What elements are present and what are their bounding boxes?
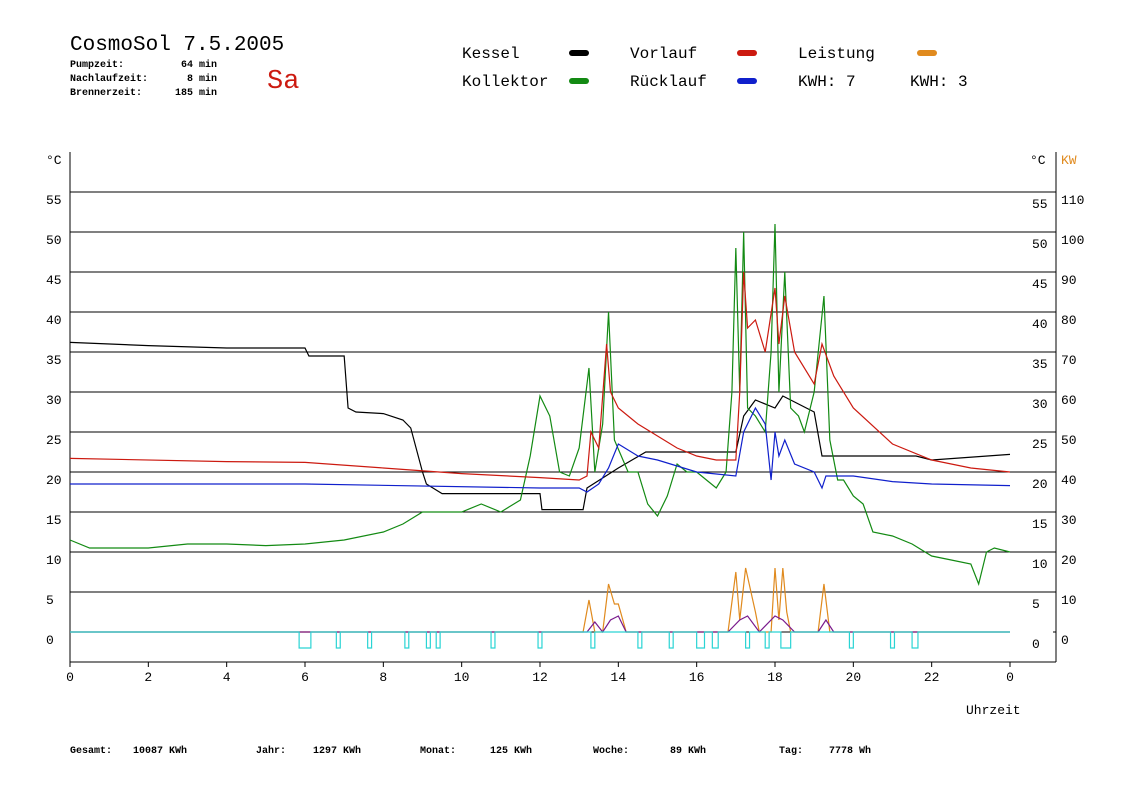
y2-unit-tick-label: 35: [1032, 357, 1048, 372]
footer-value: 10087 KWh: [133, 745, 187, 757]
y2-axis-label: KW: [1061, 153, 1077, 168]
legend-label: Leistung: [798, 45, 875, 63]
footer-value: 7778 Wh: [829, 745, 871, 757]
y-tick-label: 50: [46, 233, 62, 248]
series-line: [69, 223, 1011, 586]
y-axis-label: °C: [46, 153, 62, 168]
y2-unit-tick-label: 5: [1032, 597, 1040, 612]
footer-label: Gesamt:: [70, 746, 112, 757]
y-tick-label: 55: [46, 193, 62, 208]
y2-tick-label: 20: [1061, 553, 1077, 568]
y2-tick-label: 10: [1061, 593, 1077, 608]
y-tick-label: 35: [46, 353, 62, 368]
footer-label: Woche:: [593, 745, 629, 757]
x-tick-label: 8: [379, 670, 387, 685]
kwh-label: KWH: 7: [798, 73, 856, 91]
y-tick-label: 0: [46, 633, 54, 648]
stat-label: Pumpzeit:: [70, 59, 124, 71]
footer-value: 125 KWh: [490, 745, 532, 757]
y2-unit-tick-label: 50: [1032, 237, 1048, 252]
y2-tick-label: 50: [1061, 433, 1077, 448]
footer-label: Monat:: [420, 746, 456, 757]
y2-tick-label: 30: [1061, 513, 1077, 528]
stat-label: Nachlaufzeit:: [70, 73, 148, 85]
footer-value: 1297 KWh: [313, 745, 361, 757]
x-axis-label: Uhrzeit: [966, 703, 1021, 718]
legend-label: Kollektor: [462, 73, 548, 91]
y2-unit-tick-label: 20: [1032, 477, 1048, 492]
legend-label: Vorlauf: [630, 45, 697, 63]
day: Sa: [267, 67, 299, 97]
series-line: [69, 271, 1011, 481]
x-tick-label: 14: [611, 670, 627, 685]
x-tick-label: 16: [689, 670, 705, 685]
x-tick-label: 4: [223, 670, 231, 685]
x-tick-label: 20: [846, 670, 862, 685]
stat-value: 185 min: [175, 87, 217, 99]
x-tick-label: 2: [144, 670, 152, 685]
series-line: [70, 567, 1010, 633]
series-line: [70, 631, 1010, 649]
y2-tick-label: 60: [1061, 393, 1077, 408]
y2-tick-label: 70: [1061, 353, 1077, 368]
y2-tick-label: 80: [1061, 313, 1077, 328]
y2-unit-tick-label: 25: [1032, 437, 1048, 452]
footer-value: 89 KWh: [670, 745, 706, 757]
stat-label: Brennerzeit:: [70, 87, 142, 99]
y2-unit-tick-label: 40: [1032, 317, 1048, 332]
y-tick-label: 30: [46, 393, 62, 408]
series-line: [70, 406, 1011, 493]
footer-label: Tag:: [779, 746, 803, 757]
series-line: [69, 341, 1011, 511]
x-tick-label: 10: [454, 670, 470, 685]
y2-unit-tick-label: 0: [1032, 637, 1040, 652]
x-tick-label: 22: [924, 670, 940, 685]
kwh-label: KWH: 3: [910, 73, 968, 91]
y2-unit-tick-label: 45: [1032, 277, 1048, 292]
y2-unit-tick-label: 55: [1032, 197, 1048, 212]
y-tick-label: 15: [46, 513, 62, 528]
y2-tick-label: 90: [1061, 273, 1077, 288]
x-tick-label: 6: [301, 670, 309, 685]
y2-unit-tick-label: 15: [1032, 517, 1048, 532]
stat-value: 8 min: [187, 73, 217, 85]
y2-tick-label: 100: [1061, 233, 1084, 248]
y2-tick-label: 0: [1061, 633, 1069, 648]
y2-unit-tick-label: 30: [1032, 397, 1048, 412]
footer-label: Jahr:: [256, 745, 286, 757]
y-tick-label: 5: [46, 593, 54, 608]
legend-label: Kessel: [462, 45, 520, 63]
y-tick-label: 45: [46, 273, 62, 288]
y2-tick-label: 40: [1061, 473, 1077, 488]
series-line: [70, 615, 1010, 634]
x-tick-label: 0: [1006, 670, 1014, 685]
chart-title: CosmoSol 7.5.2005: [70, 34, 284, 57]
y2-unit-label: °C: [1030, 153, 1046, 168]
x-tick-label: 18: [767, 670, 783, 685]
y-tick-label: 25: [46, 433, 62, 448]
y-tick-label: 20: [46, 473, 62, 488]
stat-value: 64 min: [181, 59, 217, 71]
x-tick-label: 0: [66, 670, 74, 685]
legend-label: Rücklauf: [630, 73, 707, 91]
y2-tick-label: 110: [1061, 193, 1084, 208]
y-tick-label: 40: [46, 313, 62, 328]
y2-unit-tick-label: 10: [1032, 557, 1048, 572]
y-tick-label: 10: [46, 553, 62, 568]
x-tick-label: 12: [532, 670, 548, 685]
